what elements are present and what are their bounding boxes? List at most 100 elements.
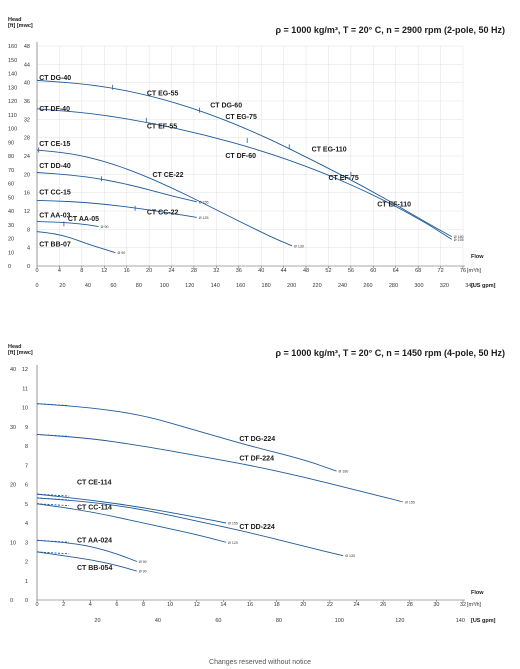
chart1-x2tick-10: 200 (287, 283, 296, 289)
chart1-x2tick-1: 20 (59, 283, 65, 289)
chart1-ytick-mwc-9: 36 (24, 99, 30, 105)
chart1-ytick-mwc-10: 40 (24, 81, 30, 87)
chart2-xlabel: Flow (471, 590, 484, 596)
chart1-ytick-mwc-1: 4 (27, 246, 30, 252)
chart1-label-ct-ef-1: CT DF-60 (225, 153, 256, 160)
chart2-x2tick-6: 140 (456, 618, 465, 624)
chart1-curve-ct-bb-07 (36, 231, 116, 254)
chart1-ytick-ft-14: 140 (8, 72, 17, 78)
chart2-ytick-mwc-3: 3 (25, 540, 28, 546)
chart1-ytick-mwc-11: 44 (24, 62, 30, 68)
chart1-x2tick-13: 260 (363, 283, 372, 289)
chart2-curve-ct-dd-224 (36, 497, 344, 557)
chart2-ytick-mwc-6: 6 (25, 483, 28, 489)
chart1-x2tick-15: 300 (414, 283, 423, 289)
chart1-ytick-ft-11: 110 (8, 113, 17, 119)
chart2-title: ρ = 1000 kg/m³, T = 20° C, n = 1450 rpm … (275, 348, 505, 358)
chart1-ytick-mwc-4: 16 (24, 191, 30, 197)
chart2-xtick-3: 6 (115, 602, 118, 608)
chart2-impeller-ct-bb-054: Ø 90 (139, 570, 147, 574)
chart1-xtick-9: 36 (236, 268, 242, 274)
chart2-impeller-ct-dg-224: Ø 180 (339, 470, 349, 474)
chart1-label-ct-df-40-0: CT DF-40 (39, 106, 70, 113)
chart2-label-ct-aa-024-0: CT AA-024 (77, 537, 112, 544)
chart1-x2tick-3: 60 (110, 283, 116, 289)
chart1-xtick-8: 32 (213, 268, 219, 274)
chart2-xtick-6: 12 (194, 602, 200, 608)
chart2-curve-ct-dg-224 (36, 403, 337, 472)
chart1-ytick-mwc-5: 20 (24, 172, 30, 178)
chart1-impeller-ct-aa-05: Ø 90 (101, 225, 109, 229)
chart2-ytick-ft-1: 10 (10, 540, 16, 546)
chart2-xtick-10: 20 (300, 602, 306, 608)
chart1-xtick-18: 72 (438, 268, 444, 274)
chart2-ytick-ft-0: 0 (10, 598, 13, 604)
chart1-xtick-14: 56 (348, 268, 354, 274)
chart1-x2tick-17: 340 (465, 283, 474, 289)
chart2-ytick-mwc-5: 5 (25, 502, 28, 508)
chart2-x2units: [US gpm] (471, 618, 496, 624)
chart2-impeller-ct-cc-114: Ø 120 (228, 541, 238, 545)
chart1-ytick-ft-15: 150 (8, 58, 17, 64)
chart1-curve-ct-dg-40 (36, 79, 453, 238)
chart1-impeller-ct-cc-22: Ø 125 (199, 216, 209, 220)
chart1-label-ct-ce-22-0: CT CE-15 (39, 141, 70, 148)
chart2-label-ct-bb-054-0: CT BB-054 (77, 565, 113, 572)
chart2-ylabel-units: [ft] [mwc] (8, 350, 33, 356)
chart1-ytick-ft-2: 20 (8, 237, 14, 243)
chart1-x2tick-11: 220 (312, 283, 321, 289)
chart1-ytick-mwc-7: 28 (24, 136, 30, 142)
chart2-curve-ct-df-224 (36, 434, 404, 503)
chart2-xtick-14: 28 (407, 602, 413, 608)
chart2-xtick-4: 8 (142, 602, 145, 608)
chart2-xtick-9: 18 (274, 602, 280, 608)
chart1-label-ct-aa-05-1: CT AA-05 (68, 216, 99, 223)
chart2-xtick-7: 14 (220, 602, 226, 608)
chart1-x2tick-14: 280 (389, 283, 398, 289)
chart2-xtick-1: 2 (62, 602, 65, 608)
chart1-label-ct-bb-07-0: CT BB-07 (39, 241, 71, 248)
chart2-xtick-2: 4 (89, 602, 92, 608)
chart1-xtick-11: 44 (281, 268, 287, 274)
chart2-curve-ct-bb-054 (36, 551, 138, 572)
chart1-label-ct-ef-0: CT EF-55 (147, 124, 177, 131)
chart1-ytick-mwc-2: 8 (27, 227, 30, 233)
chart1-xtick-19: 76 (460, 268, 466, 274)
chart2-xtick-11: 22 (327, 602, 333, 608)
chart1-label-ct-dg-60-0: CT DG-60 (210, 102, 242, 109)
chart1-xtick-15: 60 (370, 268, 376, 274)
chart1-xtick-7: 28 (191, 268, 197, 274)
chart1-ylabel: Head (8, 17, 21, 23)
chart2-curve-ct-aa-024 (36, 539, 138, 562)
chart1-ytick-mwc-0: 0 (27, 264, 30, 270)
chart2-ytick-ft-2: 20 (10, 483, 16, 489)
chart1-curve-ct-ce-22 (36, 149, 293, 247)
chart2-xtick-5: 10 (167, 602, 173, 608)
chart2-x2tick-4: 100 (335, 618, 344, 624)
chart1-label-ct-ce-22-1: CT CE-22 (152, 172, 183, 179)
chart2-label-ct-df-224-0: CT DF-224 (239, 455, 274, 462)
chart2-ytick-mwc-0: 0 (25, 598, 28, 604)
chart2-xtick-8: 16 (247, 602, 253, 608)
chart1-impeller-ct-df-40: Ø 155 (454, 238, 464, 242)
chart1-curve-ct-df-40 (36, 108, 453, 240)
chart1-ylabel-units: [ft] [mwc] (8, 23, 33, 29)
chart1-ytick-ft-5: 50 (8, 195, 14, 201)
chart2-xtick-16: 32 (460, 602, 466, 608)
chart1-ytick-ft-6: 60 (8, 182, 14, 188)
chart2-x2tick-3: 80 (276, 618, 282, 624)
chart1-ytick-ft-1: 10 (8, 250, 14, 256)
chart2-ytick-mwc-8: 8 (25, 444, 28, 450)
chart1-x2units: [US gpm] (471, 283, 496, 289)
chart1-label-ct-cc-22-1: CT CC-22 (147, 210, 179, 217)
chart1-xtick-13: 52 (325, 268, 331, 274)
chart2-impeller-ct-dd-224: Ø 130 (345, 554, 355, 558)
chart1-xtick-5: 20 (146, 268, 152, 274)
chart1-ytick-ft-0: 0 (8, 264, 11, 270)
chart1-ytick-ft-3: 30 (8, 223, 14, 229)
chart2-xtick-15: 30 (433, 602, 439, 608)
chart1-ytick-mwc-12: 48 (24, 44, 30, 50)
chart1-ytick-ft-12: 120 (8, 99, 17, 105)
chart1-xtick-17: 68 (415, 268, 421, 274)
chart2-xtick-12: 24 (353, 602, 359, 608)
